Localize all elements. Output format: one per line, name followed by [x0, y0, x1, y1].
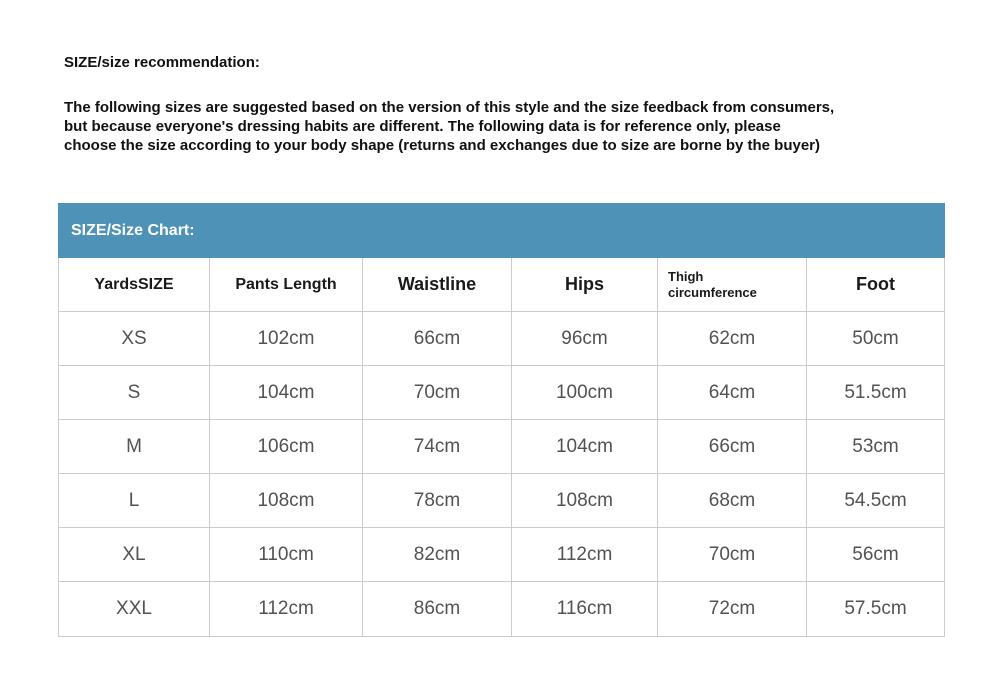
measurement-cell: 66cm: [363, 312, 512, 365]
column-header-waistline: Waistline: [363, 258, 512, 311]
size-label-cell: M: [59, 420, 210, 473]
table-row: XL 110cm 82cm 112cm 70cm 56cm: [59, 528, 944, 582]
measurement-cell: 57.5cm: [844, 598, 907, 619]
measurement-cell: 70cm: [363, 366, 512, 419]
measurement-cell: 108cm: [210, 474, 363, 527]
thigh-circumference-label: Thigh circumference: [668, 268, 757, 300]
size-recommendation-text: The following sizes are suggested based …: [64, 99, 835, 154]
measurement-cell: 86cm: [363, 582, 512, 636]
table-row: XS 102cm 66cm 96cm 62cm 50cm: [59, 312, 944, 366]
measurement-cell: 106cm: [210, 420, 363, 473]
column-header-pants-length: Pants Length: [210, 258, 363, 311]
measurement-cell: 116cm: [512, 582, 658, 636]
measurement-cell: 78cm: [363, 474, 512, 527]
measurement-cell: 56cm: [852, 543, 899, 565]
size-label-cell: XXL: [59, 582, 210, 636]
size-chart-table: SIZE/Size Chart: YardsSIZE Pants Length …: [58, 203, 945, 637]
size-chart-grid: YardsSIZE Pants Length Waistline Hips Th…: [58, 258, 945, 637]
size-recommendation-heading: SIZE/size recommendation:: [64, 54, 260, 71]
measurement-cell: 66cm: [658, 420, 807, 473]
size-table-body: XS 102cm 66cm 96cm 62cm 50cm S 104cm 70cm 100cm 64…: [59, 312, 944, 636]
measurement-cell: 96cm: [512, 312, 658, 365]
measurement-cell: 108cm: [512, 474, 658, 527]
size-label-cell: XL: [59, 528, 210, 581]
measurement-cell: 112cm: [210, 582, 363, 636]
size-label-cell: XS: [59, 312, 210, 365]
measurement-cell: 64cm: [658, 366, 807, 419]
table-header-row: YardsSIZE Pants Length Waistline Hips Th…: [59, 258, 944, 312]
table-row: S 104cm 70cm 100cm 64cm 51.5cm: [59, 366, 944, 420]
measurement-cell: 51.5cm: [844, 381, 907, 403]
measurement-cell: 112cm: [512, 528, 658, 581]
measurement-cell: 82cm: [363, 528, 512, 581]
measurement-cell: 102cm: [210, 312, 363, 365]
column-header-thigh-circumference: Thigh circumference: [658, 258, 807, 311]
table-row: L 108cm 78cm 108cm 68cm 54.5cm: [59, 474, 944, 528]
measurement-cell: 104cm: [210, 366, 363, 419]
measurement-cell: 110cm: [210, 528, 363, 581]
measurement-cell: 74cm: [363, 420, 512, 473]
size-label-cell: S: [59, 366, 210, 419]
column-header-hips: Hips: [512, 258, 658, 311]
size-label-cell: L: [59, 474, 210, 527]
column-header-yards-size: YardsSIZE: [59, 258, 210, 311]
measurement-cell: 72cm: [658, 582, 807, 636]
column-header-foot: Foot: [856, 274, 895, 294]
measurement-cell: 53cm: [852, 435, 899, 457]
measurement-cell: 104cm: [512, 420, 658, 473]
size-chart-banner: SIZE/Size Chart:: [58, 203, 945, 258]
measurement-cell: 70cm: [658, 528, 807, 581]
measurement-cell: 50cm: [852, 327, 899, 349]
table-row: XXL 112cm 86cm 116cm 72cm 57.5cm: [59, 582, 944, 636]
measurement-cell: 62cm: [658, 312, 807, 365]
measurement-cell: 100cm: [512, 366, 658, 419]
measurement-cell: 68cm: [658, 474, 807, 527]
measurement-cell: 54.5cm: [844, 489, 907, 511]
table-row: M 106cm 74cm 104cm 66cm 53cm: [59, 420, 944, 474]
